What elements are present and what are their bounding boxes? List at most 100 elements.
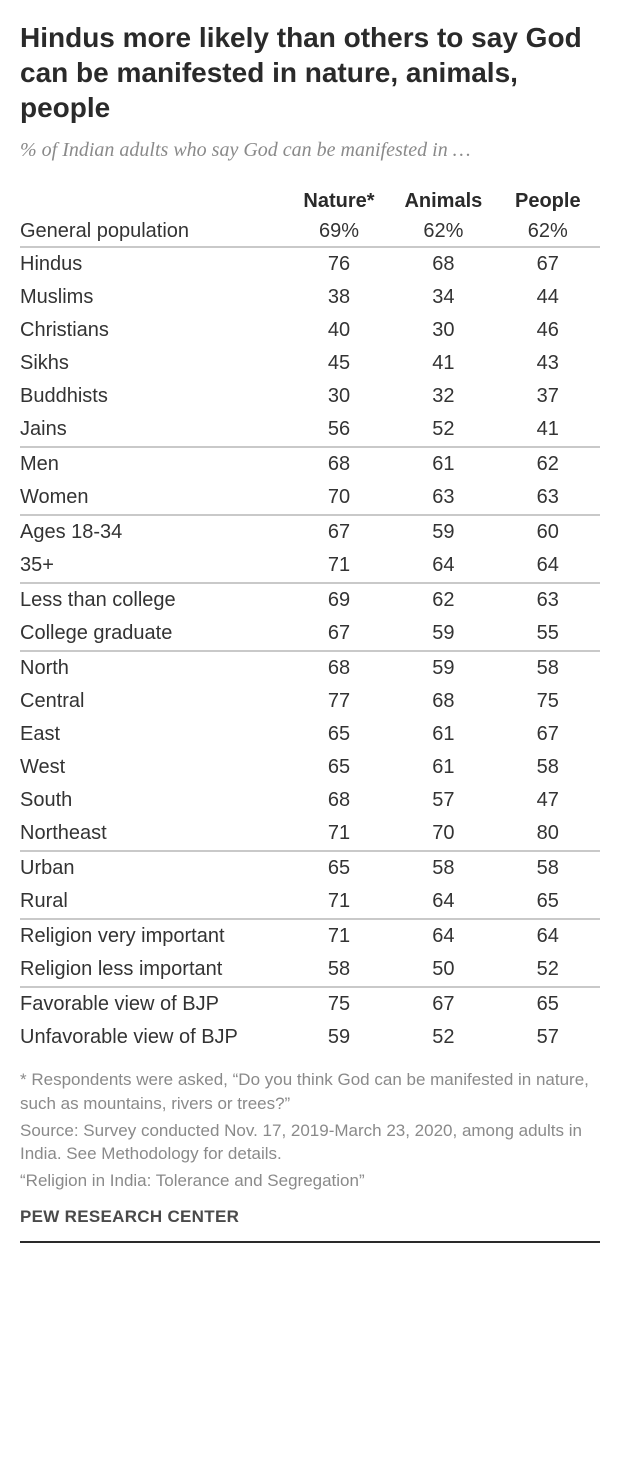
row-label: Women [20, 481, 287, 515]
cell-value: 70 [391, 817, 495, 851]
cell-value: 37 [496, 380, 600, 413]
cell-value: 62% [391, 215, 495, 247]
cell-value: 32 [391, 380, 495, 413]
cell-value: 63 [496, 583, 600, 617]
chart-title: Hindus more likely than others to say Go… [20, 20, 600, 125]
cell-value: 75 [287, 987, 391, 1021]
cell-value: 59 [287, 1021, 391, 1054]
row-label: General population [20, 215, 287, 247]
cell-value: 65 [287, 718, 391, 751]
cell-value: 75 [496, 685, 600, 718]
table-row: Muslims383444 [20, 281, 600, 314]
cell-value: 34 [391, 281, 495, 314]
cell-value: 62 [496, 447, 600, 481]
cell-value: 57 [391, 784, 495, 817]
cell-value: 65 [287, 751, 391, 784]
table-row: Sikhs454143 [20, 347, 600, 380]
cell-value: 58 [496, 651, 600, 685]
cell-value: 67 [391, 987, 495, 1021]
cell-value: 65 [496, 987, 600, 1021]
cell-value: 58 [496, 751, 600, 784]
cell-value: 52 [391, 413, 495, 447]
cell-value: 65 [496, 885, 600, 919]
cell-value: 76 [287, 247, 391, 281]
cell-value: 52 [496, 953, 600, 987]
row-label: Unfavorable view of BJP [20, 1021, 287, 1054]
table-row: Men686162 [20, 447, 600, 481]
cell-value: 64 [391, 549, 495, 583]
cell-value: 77 [287, 685, 391, 718]
cell-value: 61 [391, 718, 495, 751]
cell-value: 59 [391, 515, 495, 549]
col-nature: Nature* [287, 186, 391, 215]
cell-value: 63 [496, 481, 600, 515]
cell-value: 64 [391, 919, 495, 953]
row-label: Northeast [20, 817, 287, 851]
table-row: Northeast717080 [20, 817, 600, 851]
cell-value: 58 [391, 851, 495, 885]
cell-value: 56 [287, 413, 391, 447]
row-label: Hindus [20, 247, 287, 281]
cell-value: 69% [287, 215, 391, 247]
table-row: Ages 18-34675960 [20, 515, 600, 549]
cell-value: 41 [496, 413, 600, 447]
table-row: East656167 [20, 718, 600, 751]
table-row: Jains565241 [20, 413, 600, 447]
row-label: Sikhs [20, 347, 287, 380]
table-row: Favorable view of BJP756765 [20, 987, 600, 1021]
data-table: Nature* Animals People General populatio… [20, 186, 600, 1054]
cell-value: 30 [287, 380, 391, 413]
cell-value: 64 [391, 885, 495, 919]
table-row: Religion very important716464 [20, 919, 600, 953]
cell-value: 59 [391, 651, 495, 685]
row-label: Ages 18-34 [20, 515, 287, 549]
table-row: Hindus766867 [20, 247, 600, 281]
cell-value: 70 [287, 481, 391, 515]
table-row: Buddhists303237 [20, 380, 600, 413]
row-label: Religion very important [20, 919, 287, 953]
row-label: East [20, 718, 287, 751]
column-header-row: Nature* Animals People [20, 186, 600, 215]
cell-value: 64 [496, 549, 600, 583]
cell-value: 80 [496, 817, 600, 851]
row-label: Less than college [20, 583, 287, 617]
cell-value: 69 [287, 583, 391, 617]
row-label: West [20, 751, 287, 784]
row-label: College graduate [20, 617, 287, 651]
cell-value: 47 [496, 784, 600, 817]
row-label: Urban [20, 851, 287, 885]
row-label: Jains [20, 413, 287, 447]
table-row: South685747 [20, 784, 600, 817]
cell-value: 61 [391, 447, 495, 481]
cell-value: 71 [287, 919, 391, 953]
cell-value: 64 [496, 919, 600, 953]
row-label: Rural [20, 885, 287, 919]
cell-value: 68 [391, 685, 495, 718]
cell-value: 71 [287, 885, 391, 919]
chart-subtitle: % of Indian adults who say God can be ma… [20, 137, 600, 164]
row-label: Religion less important [20, 953, 287, 987]
cell-value: 59 [391, 617, 495, 651]
cell-value: 68 [287, 651, 391, 685]
general-population-row: General population 69% 62% 62% [20, 215, 600, 247]
row-label: South [20, 784, 287, 817]
row-label: Central [20, 685, 287, 718]
table-row: Unfavorable view of BJP595257 [20, 1021, 600, 1054]
footnote-report: “Religion in India: Tolerance and Segreg… [20, 1169, 600, 1193]
table-row: 35+716464 [20, 549, 600, 583]
cell-value: 41 [391, 347, 495, 380]
row-label: Buddhists [20, 380, 287, 413]
attribution: PEW RESEARCH CENTER [20, 1207, 600, 1227]
row-label: Muslims [20, 281, 287, 314]
table-row: Women706363 [20, 481, 600, 515]
cell-value: 67 [496, 718, 600, 751]
cell-value: 52 [391, 1021, 495, 1054]
table-row: Urban655858 [20, 851, 600, 885]
col-people: People [496, 186, 600, 215]
cell-value: 71 [287, 549, 391, 583]
table-row: Rural716465 [20, 885, 600, 919]
cell-value: 57 [496, 1021, 600, 1054]
footnote-source: Source: Survey conducted Nov. 17, 2019-M… [20, 1119, 600, 1167]
footnotes: * Respondents were asked, “Do you think … [20, 1068, 600, 1193]
row-label: 35+ [20, 549, 287, 583]
